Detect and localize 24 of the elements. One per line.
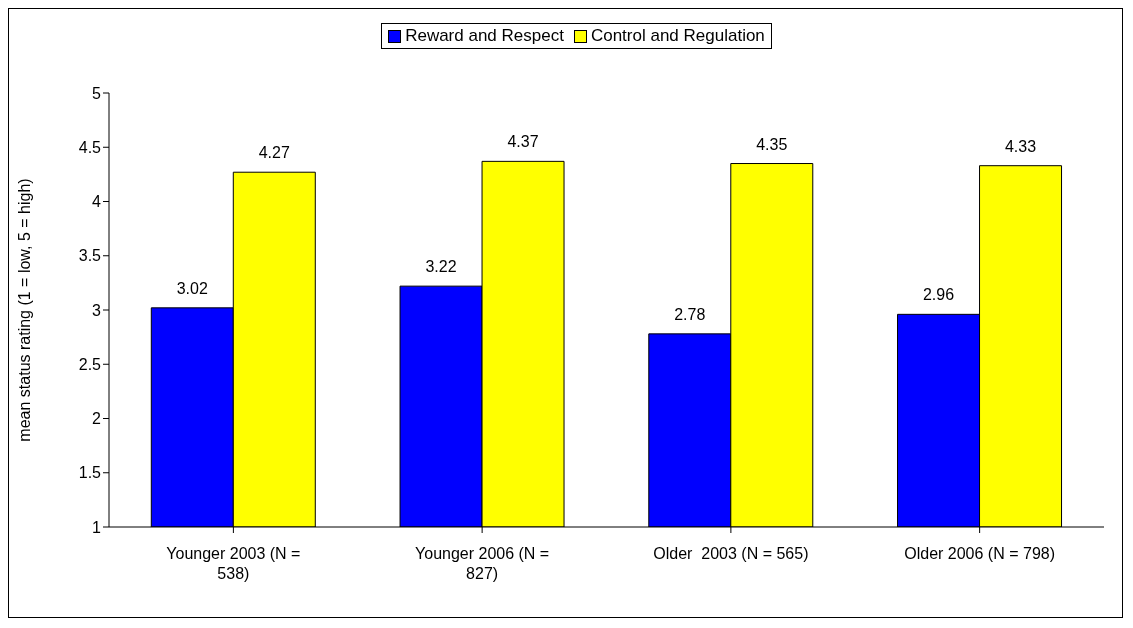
- data-label: 4.33: [1004, 137, 1037, 155]
- y-tick-label: 1.5: [78, 464, 102, 482]
- data-label: 4.35: [756, 135, 788, 153]
- legend-label: Control and Regulation: [589, 26, 765, 46]
- x-tick-label: Older 2006 (N = 798): [904, 545, 1055, 562]
- data-label: 3.22: [425, 258, 457, 276]
- data-label: 4.27: [258, 144, 290, 162]
- data-label: 2.78: [674, 305, 706, 323]
- y-tick-label: 1: [92, 518, 102, 536]
- data-label: 4.37: [507, 133, 539, 151]
- data-label: 3.02: [176, 279, 208, 297]
- y-tick-label: 4: [92, 193, 102, 211]
- legend-label: Reward and Respect: [404, 26, 564, 46]
- data-label: 2.96: [922, 286, 955, 304]
- y-tick-label: 2.5: [78, 355, 102, 373]
- x-tick-label: Younger 2003 (N = 538): [166, 545, 301, 582]
- y-tick-label: 5: [92, 84, 102, 102]
- y-tick-label: 3.5: [78, 247, 102, 265]
- y-axis-title: mean status rating (1 = low, 5 = high): [15, 178, 33, 442]
- y-tick-label: 2: [92, 410, 102, 428]
- x-tick-label: Older 2003 (N = 565): [653, 545, 809, 562]
- y-tick-label: 4.5: [78, 138, 102, 156]
- x-tick-label: Younger 2006 (N = 827): [415, 545, 550, 582]
- y-tick-label: 3: [92, 301, 102, 319]
